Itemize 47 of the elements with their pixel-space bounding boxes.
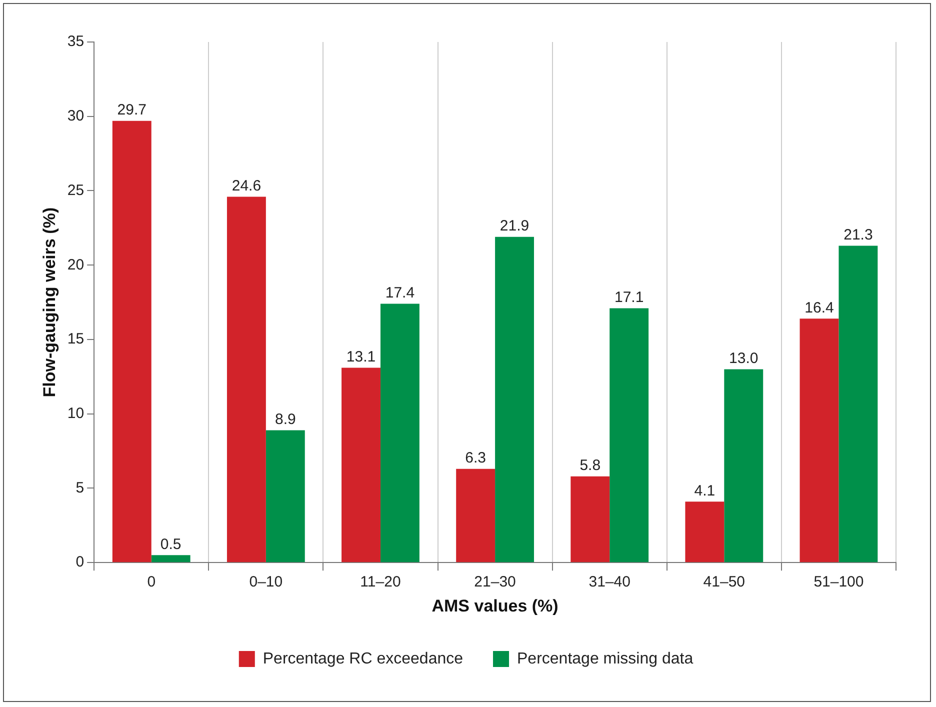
y-tick-label: 10 [67,405,84,422]
x-tick-label: 0 [147,574,156,591]
bar [226,196,266,562]
data-label: 5.8 [580,456,601,474]
data-label: 21.9 [500,217,530,234]
bar [342,368,380,562]
data-label: 29.7 [117,101,146,118]
x-tick-label: 51–100 [814,574,864,591]
bar [266,430,305,562]
data-label: 0.5 [160,536,182,553]
data-label: 24.6 [232,177,262,194]
x-tick-label: 11–20 [360,574,401,591]
bar [570,476,610,562]
bar [685,502,724,562]
data-label: 16.4 [804,299,834,316]
y-tick-label: 25 [67,182,84,199]
bar [724,369,764,562]
x-axis-title: AMS values (%) [432,596,558,616]
y-tick-label: 30 [67,108,84,125]
bar [495,236,534,562]
x-tick-label: 21–30 [474,574,516,591]
data-label: 6.3 [465,450,486,467]
data-label: 17.4 [385,284,415,302]
y-tick-label: 5 [76,479,84,496]
bar [838,246,878,562]
legend-label: Percentage RC exceedance [262,650,464,668]
bar [151,555,190,562]
bar [456,468,496,562]
y-tick-label: 35 [67,33,84,50]
data-label: 13.1 [346,348,376,366]
data-label: 4.1 [694,482,716,500]
bar [800,318,839,562]
y-tick-label: 0 [76,554,84,571]
data-label: 17.1 [614,288,644,306]
bar [610,308,649,562]
x-tick-label: 31–40 [588,574,630,591]
x-tick-label: 41–50 [703,574,746,591]
bar [380,304,420,562]
data-label: 8.9 [274,410,296,428]
y-axis-title: Flow-gauging weirs (%) [40,207,59,398]
legend-label: Percentage missing data [517,650,694,668]
y-tick-label: 20 [67,256,84,274]
data-label: 21.3 [844,226,873,244]
x-tick-label: 0–10 [249,574,283,591]
y-tick-label: 15 [67,330,84,348]
bar [112,120,152,562]
data-label: 13.0 [729,350,758,367]
